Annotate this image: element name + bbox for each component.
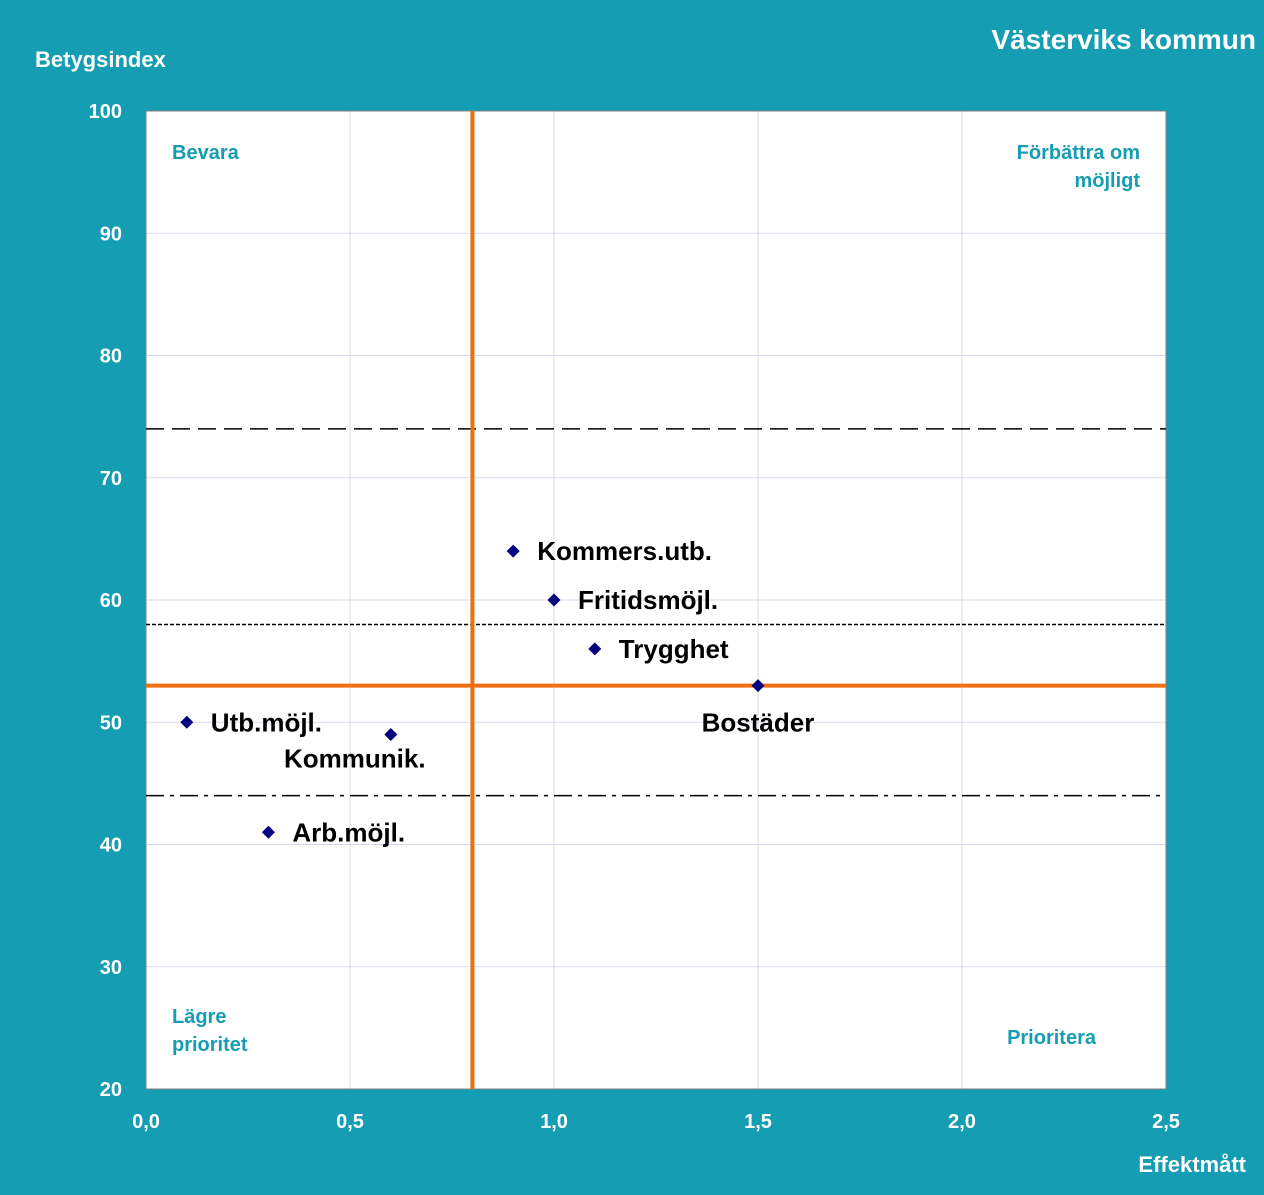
quadrant-labels: Bevara Förbättra om möjligt Lägre prioritet P… bbox=[172, 142, 1140, 1056]
data-point-marker bbox=[384, 727, 398, 741]
quadrant-label-lagre-prioritet-line: prioritet bbox=[172, 1034, 248, 1056]
x-tick-label: 2,0 bbox=[948, 1111, 976, 1133]
quadrant-label-forbattra-line: Förbättra om bbox=[1017, 142, 1140, 164]
y-tick-label: 80 bbox=[100, 346, 122, 368]
plot-border bbox=[145, 110, 1167, 1090]
axis-ticks: 20 30 40 50 60 70 80 90 100 0,0 0,5 1,0 1,5 2,0 2,5 bbox=[89, 101, 1180, 1133]
grid-lines bbox=[145, 110, 1167, 1090]
x-tick-label: 0,5 bbox=[336, 1111, 364, 1133]
quadrant-label-prioritera-line: Prioritera bbox=[1007, 1027, 1097, 1049]
y-axis-label: Betygsindex bbox=[35, 47, 167, 72]
data-point-marker bbox=[180, 715, 194, 729]
quadrant-label-bevara-line: Bevara bbox=[172, 142, 240, 164]
x-tick-label: 1,5 bbox=[744, 1111, 772, 1133]
data-point-marker bbox=[506, 544, 520, 558]
data-point-label: Arb.möjl. bbox=[292, 817, 405, 847]
y-tick-label: 40 bbox=[100, 835, 122, 857]
data-point-label: Utb.möjl. bbox=[211, 707, 322, 737]
y-tick-label: 100 bbox=[89, 101, 122, 123]
data-point-label: Fritidsmöjl. bbox=[578, 585, 718, 615]
y-tick-label: 50 bbox=[100, 712, 122, 734]
y-tick-label: 70 bbox=[100, 468, 122, 490]
data-point-label: Trygghet bbox=[619, 634, 729, 664]
data-point-marker bbox=[751, 679, 765, 693]
reference-lines bbox=[146, 111, 1166, 1089]
quadrant-label-lagre-prioritet: Lägre prioritet bbox=[172, 1006, 248, 1056]
data-point-label: Bostäder bbox=[702, 708, 815, 738]
y-tick-label: 60 bbox=[100, 590, 122, 612]
x-axis-label: Effektmått bbox=[1138, 1152, 1246, 1177]
y-tick-label: 30 bbox=[100, 957, 122, 979]
y-tick-label: 20 bbox=[100, 1079, 122, 1101]
data-point-label: Kommunik. bbox=[284, 743, 426, 773]
quadrant-label-forbattra-line: möjligt bbox=[1074, 170, 1140, 192]
quadrant-label-prioritera: Prioritera bbox=[1007, 1027, 1097, 1049]
x-tick-label: 1,0 bbox=[540, 1111, 568, 1133]
data-points: Kommers.utb. Fritidsmöjl. Trygghet Bostäder… bbox=[180, 536, 814, 847]
data-point-marker bbox=[588, 642, 602, 656]
chart-title: Västerviks kommun bbox=[991, 24, 1256, 55]
x-tick-label: 2,5 bbox=[1152, 1111, 1180, 1133]
quadrant-label-bevara: Bevara bbox=[172, 142, 240, 164]
y-tick-label: 90 bbox=[100, 223, 122, 245]
data-point-marker bbox=[261, 825, 275, 839]
x-tick-label: 0,0 bbox=[132, 1111, 160, 1133]
quadrant-label-forbattra: Förbättra om möjligt bbox=[1017, 142, 1141, 192]
data-point-label: Kommers.utb. bbox=[537, 536, 712, 566]
quadrant-label-lagre-prioritet-line: Lägre bbox=[172, 1006, 226, 1028]
data-point-marker bbox=[547, 593, 561, 607]
